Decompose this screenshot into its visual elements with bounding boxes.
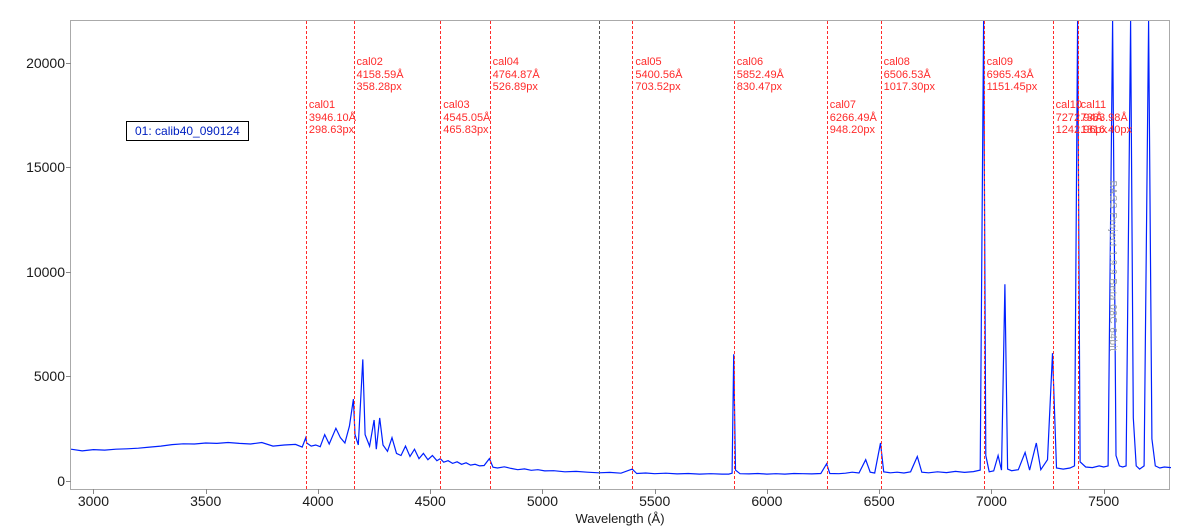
y-tick-mark <box>66 481 71 482</box>
y-tick-mark <box>66 272 71 273</box>
y-tick-label: 10000 <box>26 264 71 280</box>
x-tick-mark <box>93 489 94 494</box>
cursor-line[interactable] <box>599 21 600 489</box>
calibration-line[interactable] <box>734 21 735 489</box>
spectrum-chart: 01: calib40_090124 Wavelength (Å) 300035… <box>0 0 1200 532</box>
calibration-line[interactable] <box>354 21 355 489</box>
calibration-line[interactable] <box>1053 21 1054 489</box>
calibration-line[interactable] <box>984 21 985 489</box>
x-tick-mark <box>655 489 656 494</box>
x-tick-mark <box>430 489 431 494</box>
calibration-line[interactable] <box>490 21 491 489</box>
side-watermark: BASS Project 1.9.9 Beta 08C 64bit <box>1107 180 1118 351</box>
y-tick-mark <box>66 376 71 377</box>
x-tick-mark <box>767 489 768 494</box>
legend-box[interactable]: 01: calib40_090124 <box>126 121 249 141</box>
y-tick-label: 20000 <box>26 55 71 71</box>
spectrum-line <box>71 21 1171 491</box>
plot-area[interactable]: 01: calib40_090124 Wavelength (Å) 300035… <box>70 20 1170 490</box>
x-tick-mark <box>206 489 207 494</box>
calibration-line[interactable] <box>1078 21 1079 489</box>
y-tick-mark <box>66 167 71 168</box>
calibration-line[interactable] <box>440 21 441 489</box>
calibration-line[interactable] <box>827 21 828 489</box>
legend-text: 01: calib40_090124 <box>135 124 240 138</box>
x-tick-mark <box>542 489 543 494</box>
calibration-line[interactable] <box>881 21 882 489</box>
x-tick-mark <box>318 489 319 494</box>
y-tick-mark <box>66 63 71 64</box>
x-tick-mark <box>1104 489 1105 494</box>
x-tick-mark <box>879 489 880 494</box>
spectrum-path <box>71 21 1171 474</box>
calibration-line[interactable] <box>632 21 633 489</box>
x-tick-mark <box>991 489 992 494</box>
y-tick-label: 15000 <box>26 159 71 175</box>
calibration-line[interactable] <box>306 21 307 489</box>
